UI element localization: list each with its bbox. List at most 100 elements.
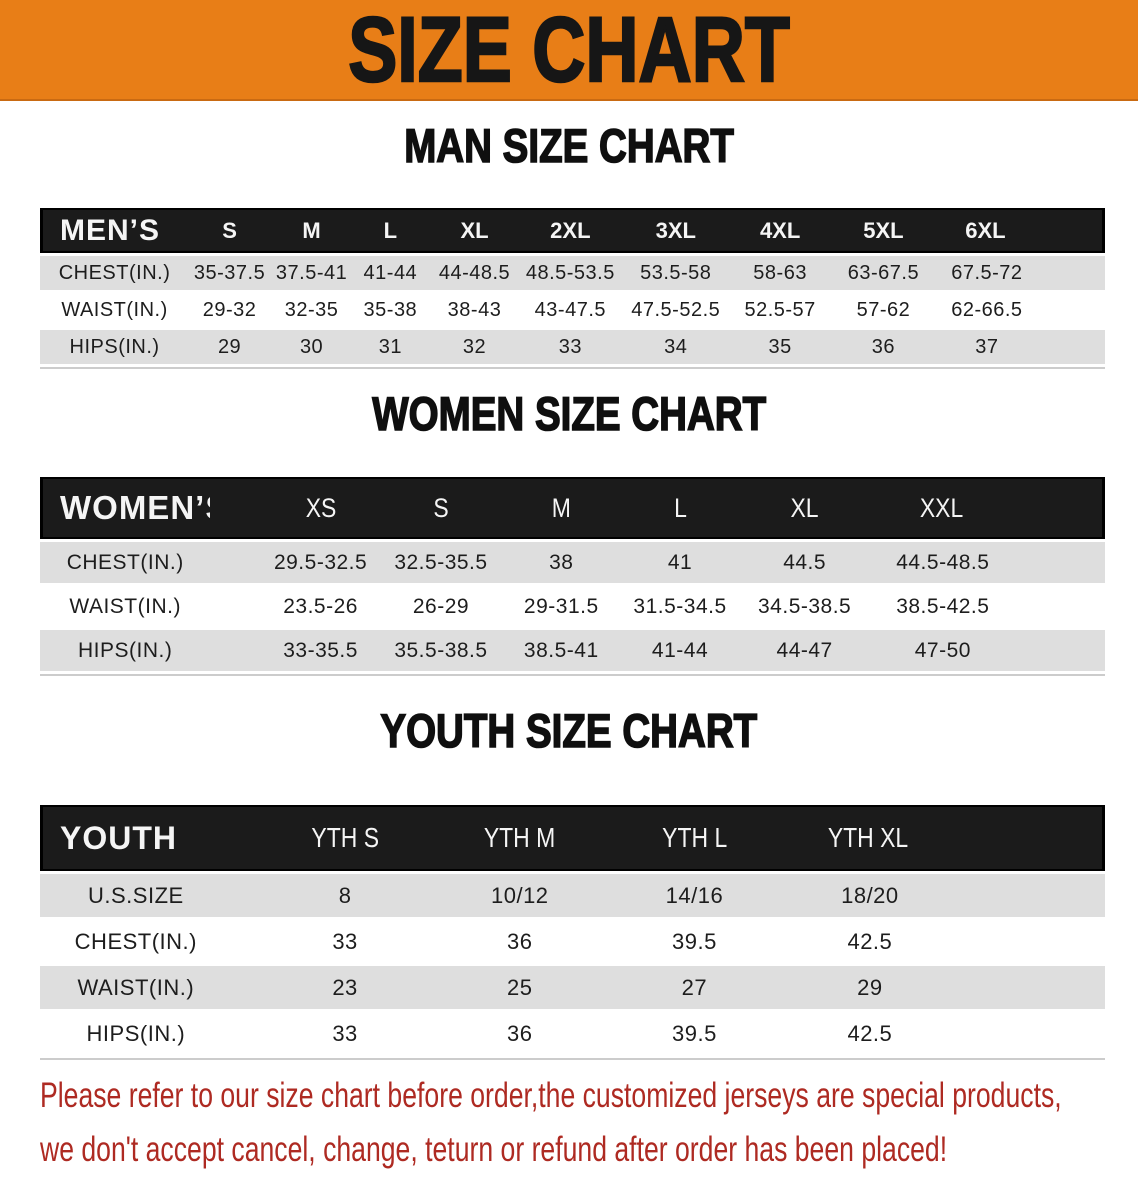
size-column-header: S <box>189 208 271 253</box>
size-value-text: 34.5-38.5 <box>758 594 852 618</box>
measurement-row: WAIST(IN.) 29-32 32-35 35-38 38-43 43-47.5 47.… <box>40 293 1105 327</box>
size-value: 31.5-34.5 <box>621 586 738 627</box>
size-column-header-text: YTH XL <box>828 822 909 853</box>
size-column-header: S <box>380 477 502 539</box>
size-value: 44-48.5 <box>428 256 522 290</box>
size-value: 35.5-38.5 <box>381 630 501 671</box>
row-label: CHEST(IN.) <box>40 256 189 290</box>
size-value-text: 29-31.5 <box>523 594 599 618</box>
size-value: 47-50 <box>871 630 1105 671</box>
size-value: 38.5-42.5 <box>871 586 1105 627</box>
size-value: 34.5-38.5 <box>739 586 871 627</box>
size-value: 33 <box>232 920 433 963</box>
size-value-text: 36 <box>871 335 896 358</box>
row-label: WAIST(IN.) <box>40 966 232 1009</box>
size-value: 44.5 <box>739 542 871 583</box>
youth-section-heading: YOUTH SIZE CHART <box>0 706 1138 766</box>
size-column-header-text: YTH M <box>484 822 556 853</box>
size-value-text: 57-62 <box>856 298 911 321</box>
size-column-header-text: 4XL <box>759 217 801 243</box>
size-value-text: 38 <box>549 550 574 574</box>
size-value-text: 27 <box>681 974 708 1000</box>
size-value-text: 42.5 <box>847 1020 893 1046</box>
size-value-text: 8 <box>338 882 352 908</box>
measurement-row: WAIST(IN.) 23 25 27 29 <box>40 966 1105 1009</box>
size-value: 44-47 <box>739 630 871 671</box>
measurement-row: U.S.SIZE 8 10/12 14/16 18/20 <box>40 874 1105 917</box>
measurement-row: HIPS(IN.) 33-35.5 35.5-38.5 38.5-41 41-44 44-… <box>40 630 1105 671</box>
row-label-text: CHEST(IN.) <box>58 261 171 284</box>
size-column-header-text: S <box>433 492 449 523</box>
size-value: 32-35 <box>270 293 353 327</box>
size-value: 43-47.5 <box>521 293 619 327</box>
size-chart-banner: SIZE CHART <box>0 0 1138 101</box>
size-value-text: 63-67.5 <box>847 261 920 284</box>
size-column-header: 5XL <box>828 208 939 253</box>
size-value-text: 29.5-32.5 <box>273 550 368 574</box>
row-label-text: WAIST(IN.) <box>77 974 195 1000</box>
size-value-text: 29 <box>857 974 883 1000</box>
size-value-text: 52.5-57 <box>744 298 816 321</box>
row-label: WAIST(IN.) <box>40 293 189 327</box>
size-column-header-text: L <box>673 492 687 523</box>
size-value: 29-31.5 <box>501 586 621 627</box>
size-column-header: M <box>501 477 622 539</box>
size-value-text: 62-66.5 <box>951 298 1023 321</box>
measurement-row: HIPS(IN.) 33 36 39.5 42.5 <box>40 1012 1105 1055</box>
size-value-text: 36 <box>507 1020 533 1046</box>
size-value-text: 38.5-41 <box>523 638 599 662</box>
size-value: 26-29 <box>381 586 501 627</box>
size-value: 35-37.5 <box>189 256 270 290</box>
size-column-header: YTH XL <box>781 805 1105 871</box>
measurement-row: WAIST(IN.) 23.5-26 26-29 29-31.5 31.5-34.5 34… <box>40 586 1105 627</box>
size-value-text: 34 <box>664 335 688 358</box>
row-label-text: CHEST(IN.) <box>74 928 197 954</box>
size-column-header-text: 5XL <box>863 217 904 243</box>
size-value: 18/20 <box>782 874 1105 917</box>
size-value: 33 <box>521 330 619 364</box>
table-corner-label-text: YOUTH <box>60 819 177 856</box>
size-value: 53.5-58 <box>619 256 732 290</box>
size-value: 34 <box>619 330 732 364</box>
size-value-text: 53.5-58 <box>640 261 712 284</box>
size-value: 27 <box>607 966 782 1009</box>
row-label: HIPS(IN.) <box>40 330 189 364</box>
size-value: 14/16 <box>607 874 782 917</box>
row-label: HIPS(IN.) <box>40 1012 232 1055</box>
size-value-text: 18/20 <box>841 882 899 908</box>
size-value: 36 <box>432 1012 607 1055</box>
size-value: 35 <box>732 330 828 364</box>
size-value: 37 <box>939 330 1105 364</box>
size-value-text: 37.5-41 <box>275 261 348 284</box>
size-value-text: 31.5-34.5 <box>633 594 727 618</box>
size-value-text: 39.5 <box>672 1020 717 1046</box>
size-value-text: 41 <box>667 550 693 574</box>
size-value-text: 35-38 <box>363 298 418 321</box>
size-column-header-text: YTH L <box>661 822 727 853</box>
size-column-header: XL <box>427 208 522 253</box>
size-column-header: XL <box>738 477 871 539</box>
row-label-text: CHEST(IN.) <box>66 550 184 574</box>
table-corner-label: MEN’S <box>40 208 190 253</box>
size-value-text: 10/12 <box>490 882 549 908</box>
size-value-text: 38-43 <box>447 298 502 321</box>
size-column-header: XS <box>210 477 381 539</box>
size-value: 58-63 <box>732 256 828 290</box>
size-value: 37.5-41 <box>270 256 353 290</box>
women-heading-text: WOMEN SIZE CHART <box>371 387 766 440</box>
size-column-header: M <box>270 208 354 253</box>
size-value: 41 <box>621 542 738 583</box>
size-column-header: 6XL <box>938 208 1105 253</box>
size-value-text: 67.5-72 <box>951 261 1023 284</box>
row-label-text: WAIST(IN.) <box>69 594 181 618</box>
size-value: 25 <box>432 966 607 1009</box>
size-column-header-text: XL <box>790 492 819 523</box>
size-value-text: 23 <box>332 974 358 1000</box>
size-value: 62-66.5 <box>939 293 1105 327</box>
size-value: 38 <box>501 542 621 583</box>
table-header-row: MEN’S S M L XL 2XL 3XL 4XL 5XL 6XL <box>40 208 1105 253</box>
size-value: 42.5 <box>782 1012 1105 1055</box>
disclaimer-line-2: we don't accept cancel, change, teturn o… <box>40 1126 1138 1180</box>
size-value-text: 41-44 <box>363 261 418 284</box>
size-value: 52.5-57 <box>732 293 828 327</box>
